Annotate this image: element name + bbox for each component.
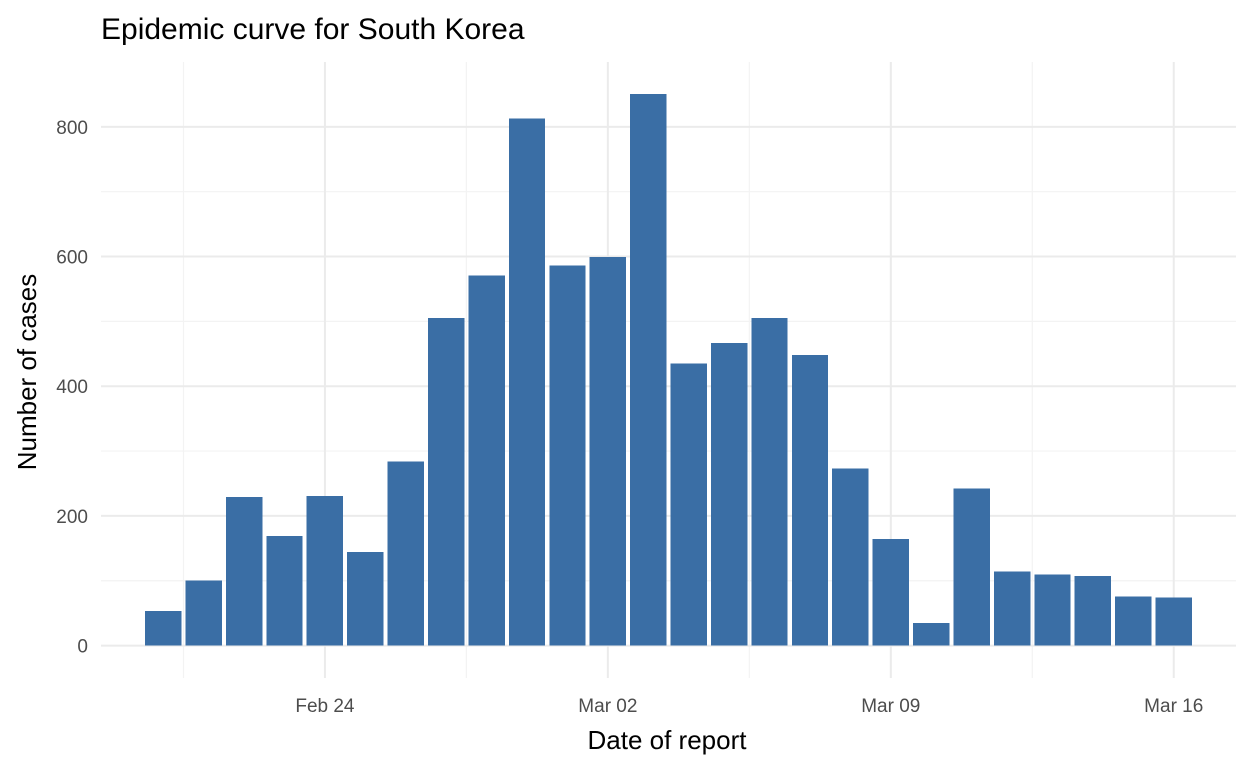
x-tick-label: Mar 16 [1144,696,1203,717]
chart-title: Epidemic curve for South Korea [101,13,525,46]
bar [832,468,869,646]
bar [508,118,546,646]
y-tick-label: 200 [56,507,88,528]
bar [428,318,465,646]
bar [266,536,303,646]
bar [306,495,344,646]
y-tick-label: 600 [56,248,88,269]
bar [387,461,424,646]
y-tick-label: 400 [56,377,88,398]
bar [953,488,990,646]
y-axis-title: Number of cases [12,274,42,471]
bar [1115,596,1152,646]
y-axis-tick-labels: 0 200 400 600 800 [56,118,88,658]
bar [913,622,950,646]
bar [751,318,788,646]
bar [1034,574,1071,646]
bar [225,497,263,646]
bar [549,265,586,646]
bar [710,342,748,646]
bar [630,93,667,646]
bar [145,611,182,646]
bar [185,580,222,646]
x-axis-tick-labels: Feb 24 Mar 02 Mar 09 Mar 16 [295,696,1203,717]
bar [1155,597,1192,646]
y-tick-label: 0 [77,637,88,658]
x-tick-label: Mar 02 [578,696,637,717]
bar [670,363,707,646]
x-tick-label: Mar 09 [861,696,920,717]
bar [589,257,627,646]
x-axis-title: Date of report [588,725,748,755]
bar [872,539,909,646]
bars-layer [145,93,1192,646]
bar [347,552,384,646]
bar [1074,576,1112,646]
x-tick-label: Feb 24 [295,696,355,717]
y-tick-label: 800 [56,118,88,139]
bar [993,571,1031,646]
bar [791,355,829,646]
bar [468,275,505,646]
